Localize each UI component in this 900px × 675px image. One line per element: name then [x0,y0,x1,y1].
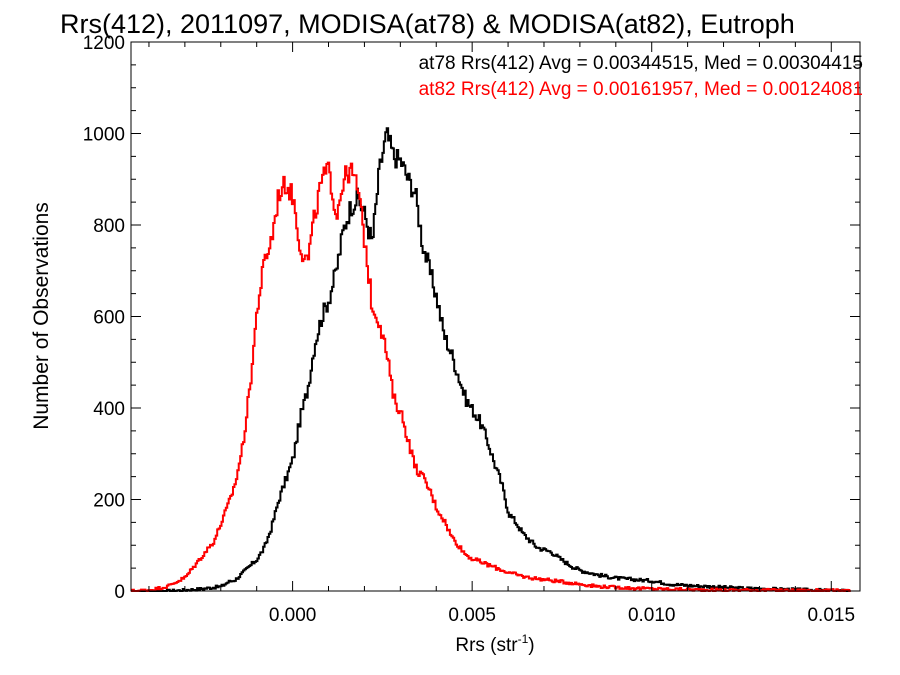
axis-layer: 0 200 400 600 800 1000 1200 0.000 0.005 0.010 0.01… [83,33,860,626]
annotation-at78-stats: at78 Rrs(412) Avg = 0.00344515, Med = 0.… [419,53,863,74]
x-axis-label: Rrs (str-1) [455,632,534,656]
series-layer [131,127,851,592]
y-axis-label: Number of Observations [30,202,53,430]
chart-title: Rrs(412), 2011097, MODISA(at78) & MODISA… [60,9,795,39]
x-axis-label-main: Rrs (str [455,635,518,656]
series-line-0 [131,127,851,592]
x-axis-label-unit-superscript: -1 [518,632,529,646]
series-line-1 [131,161,851,592]
y-tick-label: 1000 [83,125,125,146]
y-tick-label: 1200 [83,33,125,54]
x-tick-label: 0.015 [807,605,855,626]
y-tick-label: 200 [93,491,125,512]
x-tick-label: 0.005 [448,605,496,626]
x-axis-label-end: ) [528,635,534,656]
y-tick-label: 800 [93,216,125,237]
annotation-at82-stats: at82 Rrs(412) Avg = 0.00161957, Med = 0.… [419,79,863,100]
x-tick-label: 0.000 [269,605,317,626]
y-tick-label: 0 [114,582,125,603]
y-tick-label: 400 [93,399,125,420]
x-tick-label: 0.010 [628,605,676,626]
y-tick-label: 600 [93,308,125,329]
plot-frame [130,41,861,592]
